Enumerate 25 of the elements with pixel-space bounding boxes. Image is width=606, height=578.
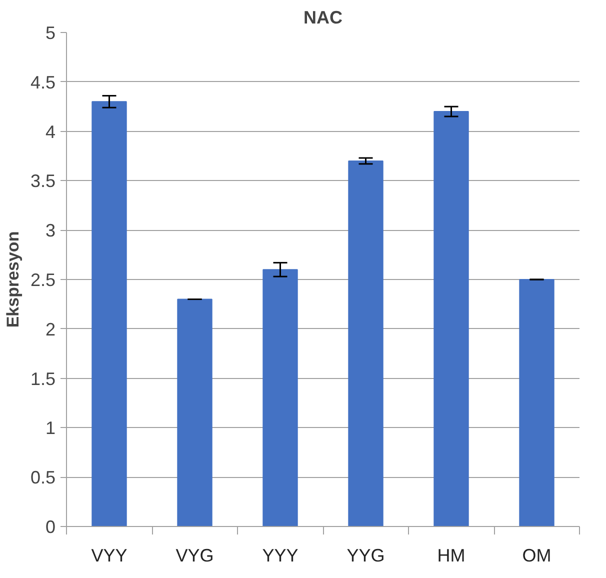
chart-title: NAC [304, 8, 342, 28]
y-tick-label: 5 [45, 23, 56, 43]
y-tick-label: 4.5 [30, 72, 56, 92]
y-tick-label: 2.5 [30, 270, 56, 290]
bar [519, 279, 554, 526]
x-tick-label: VYY [91, 546, 128, 566]
bar [434, 111, 469, 526]
y-tick-label: 3.5 [30, 171, 56, 192]
x-tick-label: YYG [346, 546, 385, 566]
y-tick-label: 4 [45, 122, 56, 142]
y-tick-label: 1 [45, 418, 56, 438]
y-tick-label: 0.5 [30, 468, 56, 488]
bar [92, 101, 127, 526]
x-tick-label: OM [522, 546, 552, 566]
bar [177, 298, 212, 526]
y-tick-label: 3 [45, 220, 56, 241]
x-tick-label: YYY [262, 546, 298, 566]
y-axis-title: Ekspresyon [3, 231, 22, 328]
y-tick-label: 0 [45, 517, 56, 537]
y-tick-label: 2 [45, 319, 56, 340]
bar [348, 160, 384, 526]
y-tick-label: 1.5 [30, 368, 56, 389]
x-tick-label: HM [437, 546, 466, 566]
bar [262, 269, 298, 526]
x-tick-label: VYG [176, 546, 214, 566]
